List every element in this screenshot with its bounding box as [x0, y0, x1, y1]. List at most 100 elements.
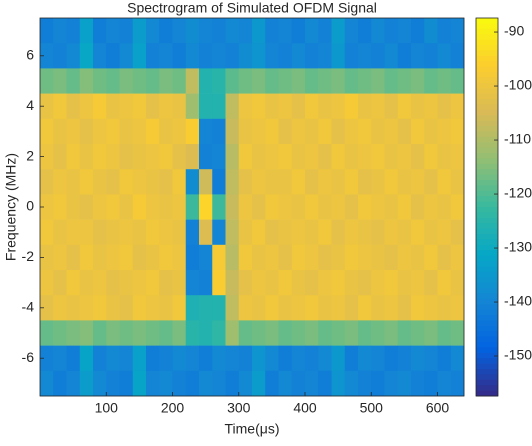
- heatmap-cell: [159, 118, 173, 145]
- heatmap-cell: [437, 295, 452, 321]
- heatmap-cell: [437, 270, 452, 296]
- heatmap-cell: [79, 219, 94, 246]
- heatmap-cell: [79, 194, 94, 220]
- heatmap-cell: [172, 320, 187, 346]
- heatmap-cell: [238, 320, 253, 346]
- y-tick-label: 6: [26, 47, 34, 63]
- heatmap-cell: [437, 169, 452, 195]
- heatmap-cell: [371, 144, 385, 170]
- heatmap-cell: [185, 345, 200, 372]
- colorbar-swatch: [476, 180, 498, 186]
- colorbar-swatch: [476, 115, 498, 122]
- heatmap-cell: [305, 295, 319, 321]
- heatmap-cell: [305, 43, 319, 69]
- heatmap-cell: [437, 370, 452, 397]
- heatmap-cell: [291, 370, 306, 397]
- heatmap-cell: [437, 320, 452, 346]
- heatmap-cell: [424, 194, 438, 220]
- colorbar-swatch: [476, 147, 498, 154]
- heatmap-cell: [437, 18, 452, 44]
- heatmap-cell: [331, 68, 346, 94]
- heatmap-cell: [119, 169, 134, 195]
- colorbar-swatch: [476, 217, 498, 224]
- heatmap-cell: [146, 194, 160, 220]
- heatmap-cell: [225, 244, 240, 271]
- heatmap-cell: [252, 295, 266, 321]
- colorbar-swatch: [476, 282, 498, 289]
- colorbar-swatch: [476, 66, 498, 73]
- heatmap-cell: [225, 270, 240, 296]
- heatmap-cell: [265, 169, 279, 195]
- heatmap-cell: [358, 43, 372, 69]
- heatmap-cell: [93, 270, 107, 296]
- heatmap-cell: [146, 244, 160, 271]
- heatmap-cell: [79, 345, 94, 372]
- heatmap-cell: [331, 43, 346, 69]
- heatmap-cell: [265, 219, 279, 246]
- heatmap-cell: [371, 295, 385, 321]
- colorbar-tick-label: -110: [504, 131, 531, 147]
- heatmap-cell: [278, 18, 293, 44]
- heatmap-cell: [93, 144, 107, 170]
- heatmap-cell: [424, 370, 438, 397]
- x-axis-label: Time(μs): [225, 421, 280, 437]
- heatmap-cell: [371, 244, 385, 271]
- heatmap-cell: [384, 320, 399, 346]
- heatmap-cell: [278, 320, 293, 346]
- colorbar-frame: [475, 17, 499, 397]
- heatmap-cell: [424, 295, 438, 321]
- heatmap-cell: [331, 93, 346, 120]
- x-tick-label: 600: [426, 400, 450, 416]
- heatmap-cell: [40, 345, 54, 372]
- heatmap-cell: [119, 219, 134, 246]
- heatmap-cell: [358, 118, 372, 145]
- colorbar-swatch: [476, 153, 498, 159]
- heatmap-cell: [79, 244, 94, 271]
- heatmap-cell: [252, 270, 266, 296]
- heatmap-cell: [384, 345, 399, 372]
- heatmap-cell: [79, 320, 94, 346]
- heatmap-cell: [225, 345, 240, 372]
- heatmap-cell: [265, 118, 279, 145]
- heatmap-cell: [212, 370, 226, 397]
- colorbar-swatch: [476, 77, 498, 84]
- heatmap-cell: [344, 68, 359, 94]
- heatmap-cell: [146, 370, 160, 397]
- heatmap-cell: [450, 144, 465, 170]
- heatmap-cell: [265, 345, 279, 372]
- heatmap-cell: [93, 345, 107, 372]
- heatmap-cell: [172, 93, 187, 120]
- heatmap-cell: [66, 144, 81, 170]
- heatmap-cell: [252, 219, 266, 246]
- heatmap-cell: [424, 270, 438, 296]
- heatmap-cell: [450, 244, 465, 271]
- heatmap-cell: [212, 345, 226, 372]
- heatmap-cell: [371, 370, 385, 397]
- colorbar-swatch: [476, 223, 498, 230]
- x-tick-label: 200: [161, 400, 185, 416]
- heatmap-cell: [132, 93, 147, 120]
- heatmap-cell: [53, 320, 67, 346]
- colorbar-swatch: [476, 288, 498, 294]
- heatmap-cell: [358, 219, 372, 246]
- heatmap-cell: [437, 194, 452, 220]
- heatmap-cell: [291, 270, 306, 296]
- heatmap-cell: [66, 68, 81, 94]
- heatmap-cell: [238, 93, 253, 120]
- colorbar-swatch: [476, 39, 498, 46]
- colorbar-swatch: [476, 331, 498, 338]
- heatmap-cell: [358, 18, 372, 44]
- heatmap-cell: [424, 345, 438, 372]
- heatmap-cell: [146, 118, 160, 145]
- heatmap-cell: [411, 144, 425, 170]
- heatmap-cell: [450, 18, 465, 44]
- heatmap-cell: [437, 144, 452, 170]
- heatmap-cell: [437, 118, 452, 145]
- heatmap-cell: [212, 169, 226, 195]
- heatmap-cell: [199, 370, 213, 397]
- colorbar-swatch: [476, 158, 498, 165]
- heatmap-cell: [331, 244, 346, 271]
- heatmap-cell: [199, 18, 213, 44]
- heatmap-cell: [265, 93, 279, 120]
- heatmap-cell: [172, 194, 187, 220]
